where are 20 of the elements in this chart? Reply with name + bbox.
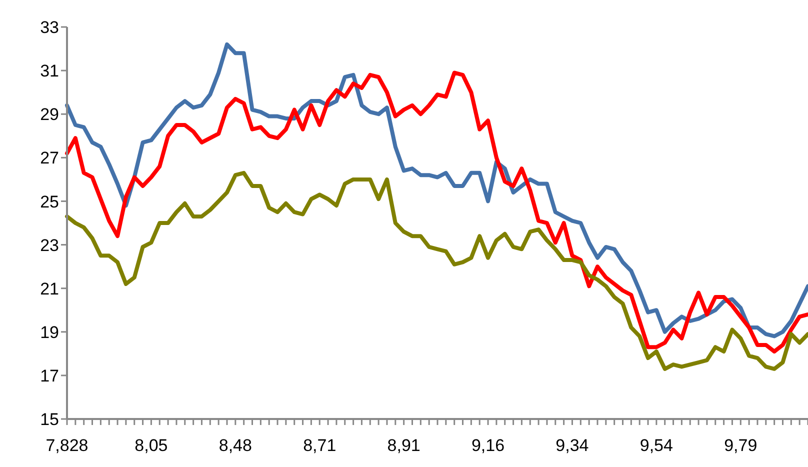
line-series xyxy=(65,170,808,371)
y-tick-label: 27 xyxy=(40,148,59,168)
x-tick-label: 9,54 xyxy=(640,436,673,456)
y-tick-label: 31 xyxy=(40,62,59,81)
y-tick-label: 33 xyxy=(40,18,59,38)
x-tick-label: 9,16 xyxy=(471,436,505,456)
y-tick-label: 25 xyxy=(40,192,59,212)
x-tick-label: 9,34 xyxy=(556,436,589,456)
y-tick-label: 15 xyxy=(40,410,59,430)
y-tick-label: 21 xyxy=(40,279,59,298)
x-tick-label: 7,828 xyxy=(46,436,88,456)
y-tick-label: 19 xyxy=(40,322,59,342)
x-tick-label: 8,91 xyxy=(387,436,420,456)
y-tick-label: 23 xyxy=(40,236,59,255)
x-tick-label: 8,48 xyxy=(218,436,252,456)
y-tick-label: 17 xyxy=(40,366,59,386)
x-tick-label: 8,05 xyxy=(134,436,168,456)
x-tick-label: 8,71 xyxy=(303,436,336,456)
y-tick-label: 29 xyxy=(40,105,59,124)
x-tick-label: 9,79 xyxy=(724,436,758,456)
